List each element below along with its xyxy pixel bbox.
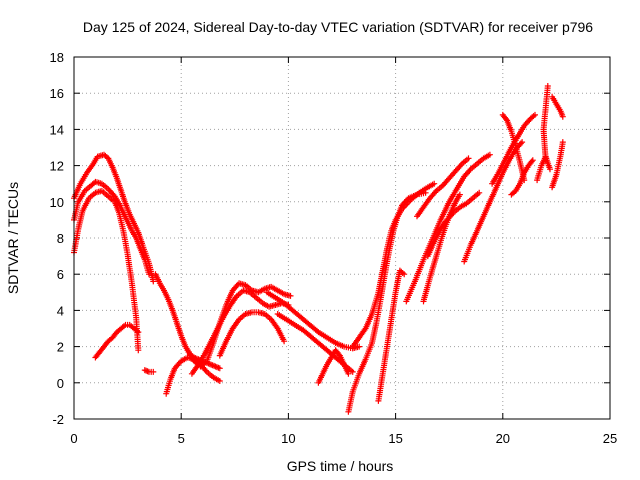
y-tick-label: 2	[57, 340, 64, 355]
data-marker-trail	[141, 367, 157, 375]
y-tick-label: 14	[50, 122, 64, 137]
data-marker-trail	[540, 83, 551, 164]
series-arc-17	[403, 151, 493, 305]
series-arc-10	[216, 309, 288, 359]
series-arc-21	[461, 139, 526, 265]
series-arc-16	[375, 267, 408, 404]
x-tick-label: 25	[603, 431, 617, 446]
series-arc-14	[345, 189, 429, 415]
data-marker-trail	[461, 139, 526, 265]
series-arc-9	[188, 287, 292, 377]
y-tick-label: -2	[52, 412, 64, 427]
y-tick-label: 4	[57, 303, 64, 318]
data-marker-trail	[92, 321, 142, 361]
data-marker-trail	[264, 289, 363, 352]
y-tick-label: 6	[57, 267, 64, 282]
chart-title: Day 125 of 2024, Sidereal Day-to-day VTE…	[83, 19, 593, 35]
x-tick-label: 0	[70, 431, 77, 446]
y-tick-label: 10	[50, 195, 64, 210]
axis-ticks: 0 5 10 15 20 25 -2 0 2 4 6 8 10 12 14 16 18	[50, 50, 618, 446]
data-marker-trail	[216, 309, 288, 359]
x-axis-label: GPS time / hours	[287, 458, 394, 474]
x-tick-label: 10	[281, 431, 295, 446]
data-marker-trail	[188, 287, 292, 377]
data-marker-trail	[71, 178, 152, 278]
y-tick-label: 18	[50, 50, 64, 65]
data-marker-trail	[315, 347, 352, 386]
y-tick-label: 8	[57, 231, 64, 246]
series-arc-2	[71, 178, 152, 278]
x-tick-label: 15	[388, 431, 402, 446]
series-arc-5	[141, 367, 157, 375]
series-arc-20	[424, 189, 483, 260]
y-tick-label: 16	[50, 86, 64, 101]
y-tick-label: 12	[50, 159, 64, 174]
y-axis-label: SDTVAR / TECUs	[5, 182, 21, 294]
data-marker-trail	[424, 189, 483, 260]
data-marker-trail	[403, 151, 493, 305]
y-tick-label: 0	[57, 376, 64, 391]
series-arc-28	[540, 83, 551, 164]
data-marker-trail	[375, 267, 408, 404]
x-tick-label: 20	[496, 431, 510, 446]
series-arc-24	[508, 157, 536, 198]
series-arc-13	[315, 347, 352, 386]
series-arc-4	[92, 321, 142, 361]
data-marker-trail	[345, 189, 429, 415]
data-points	[71, 83, 566, 415]
x-tick-label: 5	[178, 431, 185, 446]
series-arc-18	[414, 155, 472, 220]
series-arc-15	[349, 180, 438, 350]
data-marker-trail	[349, 180, 438, 350]
plot-frame	[73, 56, 611, 420]
data-marker-trail	[549, 139, 566, 191]
series-arc-11	[264, 289, 363, 352]
series-arc-26	[549, 93, 566, 120]
data-marker-trail	[414, 155, 472, 220]
data-marker-trail	[549, 93, 566, 120]
series-arc-27	[549, 139, 566, 191]
data-marker-trail	[508, 157, 536, 198]
